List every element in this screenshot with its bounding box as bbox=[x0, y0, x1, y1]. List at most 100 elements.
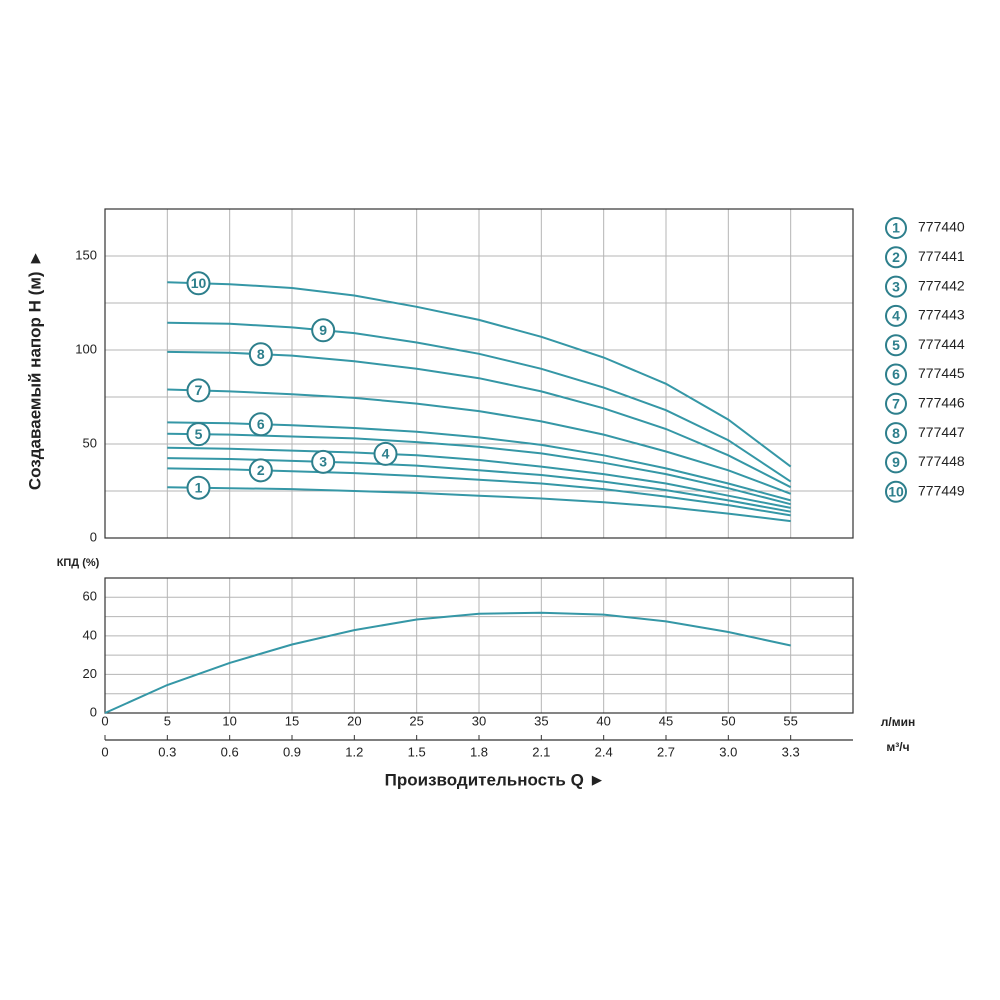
x-unit: л/мин bbox=[881, 715, 915, 729]
legend-item: 7 777446 bbox=[885, 392, 965, 415]
plot-frame bbox=[104, 208, 854, 539]
legend-circle bbox=[885, 304, 907, 327]
x2-tick-label: 3.3 bbox=[782, 744, 800, 759]
x-tick-label: 10 bbox=[222, 713, 236, 728]
legend-circle bbox=[885, 451, 907, 474]
legend-number: 9 bbox=[892, 454, 900, 470]
x2-tick-label: 2.1 bbox=[532, 744, 550, 759]
legend-label: 777440 bbox=[918, 219, 965, 235]
curve bbox=[167, 281, 792, 468]
series-badge: 1 bbox=[186, 475, 211, 500]
legend-item: 2 777441 bbox=[885, 246, 965, 269]
series-badge: 9 bbox=[311, 318, 336, 343]
y-tick-label: 0 bbox=[90, 529, 97, 544]
legend-circle bbox=[885, 422, 907, 445]
x2-tick-label: 0.9 bbox=[283, 744, 301, 759]
x2-tick-label: 3.0 bbox=[719, 744, 737, 759]
series-badge: 8 bbox=[248, 342, 273, 367]
legend-circle bbox=[885, 217, 907, 239]
legend-circle bbox=[885, 392, 907, 415]
badge-circle bbox=[186, 475, 211, 500]
legend-label: 777447 bbox=[918, 424, 965, 440]
badge-label: 7 bbox=[195, 382, 203, 398]
series-badge: 6 bbox=[248, 412, 273, 437]
series-badge: 2 bbox=[248, 458, 273, 483]
badge-label: 9 bbox=[319, 322, 327, 338]
legend-item: 5 777444 bbox=[885, 334, 965, 357]
badge-circle bbox=[248, 458, 273, 483]
legend-label: 777448 bbox=[918, 453, 965, 469]
curve bbox=[167, 446, 791, 509]
badge-circle bbox=[373, 441, 398, 466]
x-tick-label: 25 bbox=[409, 713, 423, 728]
curve bbox=[167, 457, 791, 513]
legend-circle bbox=[885, 363, 907, 386]
curve bbox=[104, 611, 791, 714]
x2-tick-label: 0 bbox=[101, 744, 108, 759]
badge-label: 5 bbox=[195, 426, 203, 442]
legend-number: 7 bbox=[892, 396, 900, 412]
legend-number: 6 bbox=[892, 366, 900, 382]
series-badge: 4 bbox=[373, 441, 398, 466]
badge-circle bbox=[186, 422, 211, 447]
legend-item: 9 777448 bbox=[885, 451, 965, 474]
badge-label: 10 bbox=[191, 275, 207, 291]
curve bbox=[167, 432, 791, 506]
x2-tick-label: 1.5 bbox=[408, 744, 426, 759]
badge-circle bbox=[311, 449, 336, 474]
y-tick-label: 100 bbox=[75, 341, 97, 356]
legend-item: 10 777449 bbox=[885, 480, 965, 503]
badge-label: 6 bbox=[257, 416, 265, 432]
x-tick-label: 40 bbox=[596, 713, 610, 728]
curve bbox=[167, 486, 791, 523]
series-badge: 7 bbox=[186, 378, 211, 403]
y-tick-label: 60 bbox=[83, 589, 97, 604]
legend-label: 777449 bbox=[918, 482, 965, 498]
legend-label: 777445 bbox=[918, 365, 965, 381]
y-axis-title: Создаваемый напор H (м) ► bbox=[25, 250, 44, 490]
legend-circle bbox=[885, 275, 907, 298]
curve bbox=[167, 388, 792, 495]
badge-label: 2 bbox=[257, 462, 265, 478]
legend-item: 3 777442 bbox=[885, 275, 965, 298]
series-badge: 3 bbox=[311, 449, 336, 474]
legend-circle bbox=[885, 334, 907, 357]
badge-circle bbox=[248, 412, 273, 437]
x2-tick-label: 2.7 bbox=[657, 744, 675, 759]
legend-number: 8 bbox=[892, 425, 900, 441]
x2-tick-label: 2.4 bbox=[595, 744, 613, 759]
x-tick-label: 45 bbox=[659, 713, 673, 728]
badge-circle bbox=[186, 378, 211, 403]
x-tick-label: 30 bbox=[472, 713, 486, 728]
legend-label: 777443 bbox=[918, 307, 965, 323]
legend-number: 4 bbox=[892, 308, 900, 324]
legend-number: 3 bbox=[892, 278, 900, 294]
badge-label: 1 bbox=[195, 479, 203, 495]
legend-item: 1 777440 bbox=[885, 217, 965, 239]
legend-label: 777446 bbox=[918, 395, 965, 411]
x-tick-label: 15 bbox=[285, 713, 299, 728]
legend-label: 777441 bbox=[918, 248, 965, 264]
x-tick-label: 5 bbox=[164, 713, 171, 728]
legend-item: 8 777447 bbox=[885, 422, 965, 445]
plot-frame bbox=[104, 577, 854, 714]
x-axis-title: Производительность Q ► bbox=[385, 770, 606, 789]
x2-unit: м³/ч bbox=[886, 740, 909, 754]
legend-number: 1 bbox=[892, 220, 900, 236]
badge-circle bbox=[248, 342, 273, 367]
legend-circle bbox=[885, 480, 907, 503]
y-tick-label: 0 bbox=[90, 704, 97, 719]
badge-label: 4 bbox=[382, 446, 390, 462]
series-badge: 5 bbox=[186, 422, 211, 447]
badge-label: 8 bbox=[257, 346, 265, 362]
y-tick-label: 50 bbox=[83, 435, 97, 450]
legend-item: 4 777443 bbox=[885, 304, 965, 327]
y-axis-title: КПД (%) bbox=[57, 557, 100, 569]
legend-circle bbox=[885, 246, 907, 269]
x-tick-label: 35 bbox=[534, 713, 548, 728]
series-badge: 10 bbox=[186, 271, 211, 296]
x-tick-label: 20 bbox=[347, 713, 361, 728]
y-tick-label: 20 bbox=[83, 666, 97, 681]
x2-tick-label: 0.3 bbox=[158, 744, 176, 759]
